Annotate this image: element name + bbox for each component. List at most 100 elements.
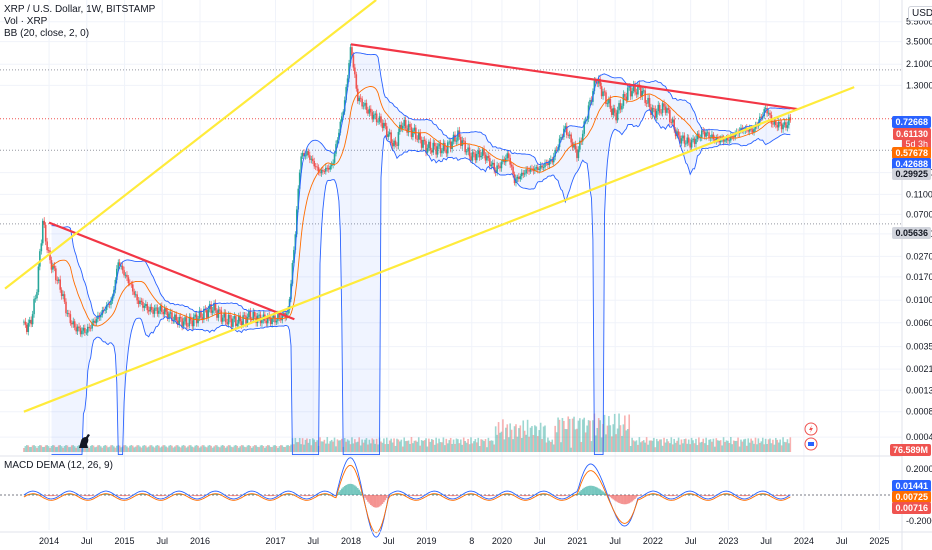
macd-hist-bar <box>143 493 146 495</box>
volume-bar <box>401 446 404 452</box>
earnings-flag-icon[interactable] <box>804 437 818 451</box>
candle-body <box>188 316 191 327</box>
volume-bar <box>375 438 378 452</box>
macd-hist-bar <box>638 495 641 496</box>
macd-hist-bar <box>593 486 596 495</box>
volume-bar <box>28 446 31 452</box>
macd-hist-bar <box>368 495 371 504</box>
candle-body <box>489 158 491 167</box>
bb-upper-label: 0.72668 <box>892 116 931 128</box>
candle-body <box>300 156 302 173</box>
volume-bar <box>615 434 617 452</box>
volume-bar <box>355 442 358 452</box>
volume-bar <box>271 447 273 452</box>
macd-pane <box>0 457 902 538</box>
volume-bar <box>207 445 210 452</box>
volume-bar <box>655 438 658 452</box>
candle-body <box>242 315 244 326</box>
volume-bar <box>388 440 391 452</box>
volume-bar <box>555 432 558 452</box>
candle-body <box>126 274 128 278</box>
macd-hist-bar <box>326 493 329 495</box>
volume-bar <box>785 442 787 452</box>
volume-bar <box>432 439 435 452</box>
volume-bar <box>576 428 578 452</box>
volume-bar <box>612 424 615 452</box>
volume-bar <box>685 438 687 452</box>
volume-bar <box>481 439 484 452</box>
currency-button[interactable]: USD <box>908 6 932 21</box>
candle-body <box>708 132 710 139</box>
candle-body <box>372 114 375 120</box>
volume-bar <box>587 420 590 452</box>
candle-body <box>473 152 475 154</box>
macd-hist-bar <box>239 495 241 496</box>
macd-hist-bar <box>700 495 703 496</box>
candle-body <box>214 303 217 311</box>
candle-body <box>676 131 678 137</box>
volume-bar <box>571 418 574 452</box>
candle-body <box>230 318 233 327</box>
volume-bar <box>359 445 362 452</box>
volume-bar <box>545 442 548 452</box>
volume-bar <box>102 445 105 452</box>
volume-bar <box>367 444 369 452</box>
macd-hist-bar <box>741 495 744 497</box>
candle-body <box>554 149 556 157</box>
volume-bar <box>168 445 170 452</box>
macd-hist-bar <box>468 493 471 495</box>
macd-hist-bar <box>300 495 302 496</box>
volume-bar <box>393 438 395 452</box>
candle-body <box>192 316 195 327</box>
candle-body <box>210 304 212 313</box>
volume-bar <box>536 436 539 452</box>
candle-body <box>133 291 136 295</box>
macd-hist-bar <box>323 493 326 495</box>
candle-body <box>86 326 89 333</box>
macd-hist-bar <box>272 495 275 496</box>
macd-hist-bar <box>195 495 198 497</box>
volume-bar <box>693 443 696 452</box>
volume-bar <box>670 437 673 452</box>
macd-hist-bar <box>274 495 276 496</box>
macd-hist-bar <box>378 495 381 507</box>
volume-bar <box>108 446 111 452</box>
volume-bar <box>68 447 70 452</box>
volume-bar <box>126 446 128 452</box>
candle-body <box>68 313 70 315</box>
candle-body <box>143 305 146 308</box>
candle-body <box>499 166 501 169</box>
event-flash-icon[interactable] <box>804 422 818 436</box>
volume-bar <box>320 441 323 452</box>
volume-bar <box>597 418 600 452</box>
volume-bar <box>303 444 305 452</box>
volume-bar <box>131 445 134 452</box>
volume-bar <box>650 440 652 452</box>
volume-bar <box>73 446 76 452</box>
candle-body <box>750 128 752 130</box>
volume-bar <box>191 446 194 452</box>
volume-bar <box>181 445 183 452</box>
volume-bar <box>368 439 371 452</box>
volume-bar <box>489 440 491 452</box>
macd-hist-bar <box>519 495 522 496</box>
volume-bar <box>775 437 777 452</box>
volume-bar <box>27 445 30 452</box>
macd-hist-bar <box>397 493 400 495</box>
macd-hist-bar <box>592 485 594 495</box>
macd-hist-bar <box>306 495 308 497</box>
volume-bar <box>568 418 571 452</box>
volume-bar <box>175 445 178 452</box>
candle-body <box>728 140 731 142</box>
volume-bar <box>779 439 781 452</box>
macd-hist-bar <box>454 495 456 497</box>
volume-bar <box>104 445 106 452</box>
volume-bar <box>526 419 529 452</box>
candle-body <box>528 170 530 172</box>
macd-hist-bar <box>105 493 108 495</box>
macd-hist-bar <box>595 486 597 495</box>
macd-hist-bar <box>629 495 632 503</box>
macd-hist-bar <box>420 495 423 496</box>
